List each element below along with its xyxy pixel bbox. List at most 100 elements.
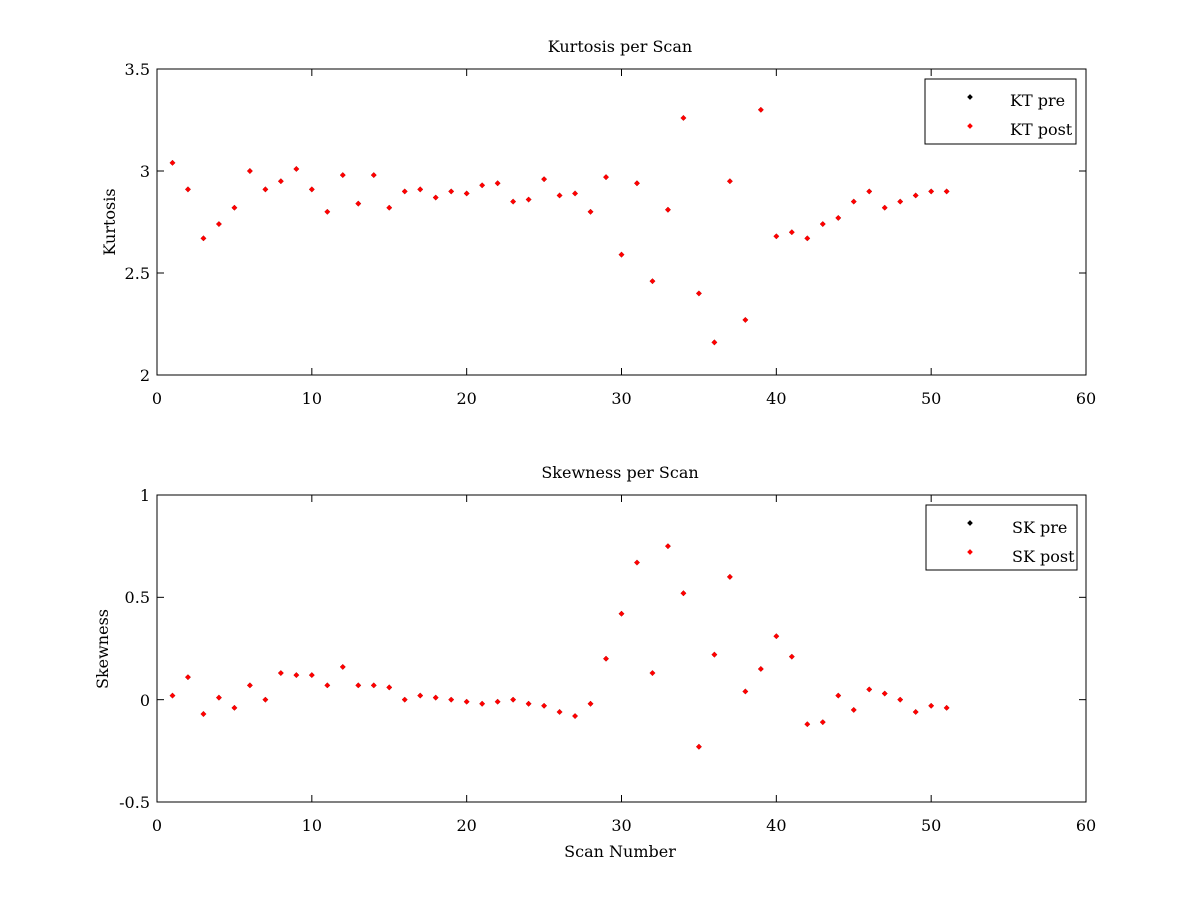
skewness-data-points	[169, 543, 950, 750]
kt-post-point	[680, 115, 687, 121]
sk-post-point	[758, 666, 764, 672]
kt-post-point	[758, 106, 764, 113]
sk-post-point	[541, 702, 547, 709]
kt-post-point	[386, 204, 393, 211]
kt-post-point	[835, 215, 842, 221]
kurtosis-x-tick-label: 0	[152, 389, 162, 408]
kt-post-point	[572, 190, 578, 197]
sk-post-point	[525, 700, 532, 707]
sk-post-point	[835, 692, 842, 699]
skewness-y-axis-label: Skewness	[93, 609, 112, 689]
sk-post-point	[216, 694, 222, 701]
kt-post-point	[788, 229, 795, 236]
legend-label-sk-pre: SK pre	[1012, 518, 1067, 537]
sk-post-point	[897, 696, 904, 703]
sk-post-point	[494, 698, 501, 705]
kt-post-point	[216, 221, 222, 227]
sk-post-point	[649, 670, 656, 676]
kurtosis-x-tick-label: 40	[766, 389, 786, 408]
kurtosis-y-tick-label: 2.5	[125, 264, 150, 283]
sk-post-point	[665, 543, 671, 549]
skewness-x-tick-label: 50	[921, 816, 941, 835]
legend-label-sk-post: SK post	[1012, 547, 1075, 566]
sk-post-point	[572, 713, 578, 719]
kt-post-point	[494, 180, 501, 187]
sk-post-point	[324, 682, 331, 689]
kt-post-point	[665, 206, 671, 213]
kurtosis-y-tick-label: 3	[140, 162, 150, 181]
kt-post-point	[634, 180, 640, 187]
sk-post-point	[634, 559, 640, 566]
sk-post-point	[401, 696, 408, 703]
skewness-x-tick-label: 10	[302, 816, 322, 835]
kt-post-point	[525, 196, 532, 203]
legend-marker-sk-pre	[967, 520, 973, 526]
kt-post-point	[432, 194, 439, 201]
kt-post-point	[696, 290, 702, 297]
sk-post-point	[788, 653, 795, 660]
kt-post-point	[541, 176, 547, 182]
sk-post-point	[819, 719, 826, 726]
kt-post-point	[231, 204, 238, 211]
sk-post-point	[943, 705, 950, 711]
kt-post-point	[587, 208, 594, 215]
skewness-y-tick-label: 0.5	[125, 588, 150, 607]
legend-marker-kt-post	[967, 123, 973, 129]
kurtosis-y-tick-label: 3.5	[125, 60, 150, 79]
kt-post-point	[200, 235, 207, 242]
kt-post-point	[711, 339, 718, 346]
sk-post-point	[169, 692, 176, 699]
kt-post-point	[773, 233, 780, 240]
kt-post-point	[355, 200, 362, 207]
skewness-chart-title: Skewness per Scan	[541, 463, 698, 482]
kt-post-point	[185, 186, 191, 193]
sk-post-point	[603, 655, 609, 662]
kt-post-point	[618, 251, 625, 258]
kt-post-point	[370, 172, 377, 178]
sk-post-point	[850, 707, 857, 713]
kt-post-point	[727, 178, 733, 185]
sk-post-point	[587, 700, 594, 707]
kt-post-point	[401, 188, 408, 195]
skewness-y-tick-label: 0	[140, 691, 150, 710]
kt-post-point	[603, 174, 609, 180]
sk-post-point	[727, 574, 733, 580]
legend-label-kt-post: KT post	[1010, 120, 1073, 139]
kt-post-point	[804, 235, 811, 242]
kt-post-point	[912, 192, 919, 199]
legend-label-kt-pre: KT pre	[1010, 91, 1065, 110]
kt-post-point	[463, 190, 470, 197]
skewness-x-tick-label: 0	[152, 816, 162, 835]
sk-post-point	[479, 700, 485, 707]
sk-post-point	[355, 682, 362, 689]
sk-post-point	[200, 711, 207, 717]
sk-post-point	[309, 672, 315, 678]
sk-post-point	[386, 684, 393, 691]
kt-post-point	[339, 172, 346, 178]
kt-post-point	[742, 317, 749, 323]
skewness-x-tick-label: 20	[456, 816, 476, 835]
skewness-legend: SK pre SK post	[925, 504, 1078, 571]
kt-post-point	[649, 278, 656, 284]
kt-post-point	[417, 186, 424, 193]
kt-post-point	[928, 188, 934, 195]
sk-post-point	[928, 702, 934, 709]
kurtosis-legend: KT pre KT post	[924, 78, 1077, 145]
sk-post-point	[339, 664, 346, 670]
sk-post-point	[680, 590, 687, 597]
kt-post-point	[943, 188, 950, 195]
kurtosis-data-points	[169, 106, 950, 346]
skewness-x-tick-label: 40	[766, 816, 786, 835]
sk-post-point	[556, 709, 563, 715]
skewness-panel: Skewness per Scan 0 10 20 30 40 50 60	[93, 463, 1096, 861]
kurtosis-y-tick-label: 2	[140, 366, 150, 385]
sk-post-point	[247, 682, 253, 689]
sk-post-point	[432, 694, 439, 701]
sk-post-point	[510, 696, 516, 703]
kt-post-point	[262, 186, 269, 193]
kurtosis-x-tick-label: 10	[302, 389, 322, 408]
sk-post-point	[866, 686, 873, 693]
sk-post-point	[711, 651, 718, 658]
kt-post-point	[556, 192, 563, 199]
